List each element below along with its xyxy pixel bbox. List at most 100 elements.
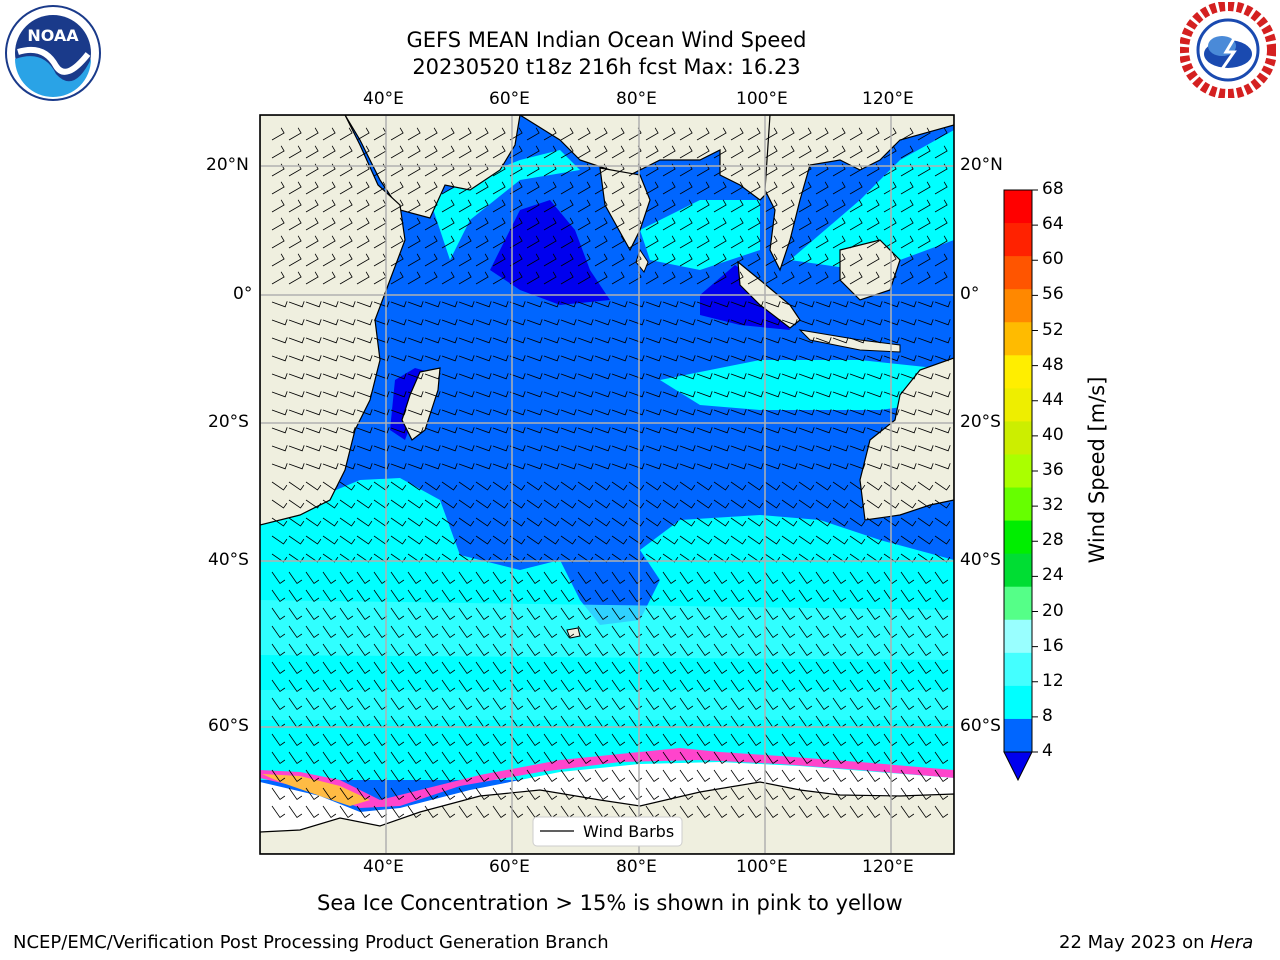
wind-barb	[356, 733, 371, 747]
wind-barb	[696, 769, 711, 783]
wind-barb	[390, 373, 407, 380]
wind-barb	[815, 319, 832, 326]
wind-barb	[849, 679, 864, 693]
wind-barb	[577, 181, 591, 195]
wind-barb	[900, 787, 915, 801]
wind-barb	[390, 481, 407, 491]
wind-barb	[475, 319, 492, 326]
wind-barb	[543, 145, 557, 159]
wind-barb	[764, 589, 779, 603]
wind-barb	[373, 445, 390, 452]
wind-barb	[305, 661, 320, 675]
wind-barb	[747, 355, 764, 362]
wind-barb	[305, 697, 320, 711]
wind-barb	[322, 127, 336, 141]
wind-zone-cyan-arabian	[430, 150, 580, 260]
wind-barb	[900, 553, 917, 563]
wind-barb	[730, 355, 747, 362]
wind-barb	[900, 679, 915, 693]
wind-barb	[628, 571, 643, 585]
wind-barb	[339, 337, 356, 344]
wind-barb	[934, 805, 949, 819]
wind-barb	[356, 517, 373, 527]
wind-barb	[492, 589, 507, 603]
wind-barb	[866, 679, 881, 693]
wind-barb	[305, 751, 320, 765]
wind-barb	[424, 445, 441, 452]
wind-barb	[934, 271, 948, 285]
wind-barb	[475, 517, 492, 527]
wind-barb	[560, 643, 575, 657]
wind-barb	[679, 301, 696, 308]
wind-barb	[713, 697, 728, 711]
wind-barb	[271, 499, 288, 509]
wind-barb	[322, 235, 336, 249]
wind-barb	[271, 445, 288, 452]
wind-barb	[509, 553, 526, 563]
wind-barb	[679, 337, 696, 344]
wind-barb	[900, 643, 915, 657]
wind-barb	[662, 661, 677, 675]
wind-barb	[866, 409, 883, 416]
wind-barb	[764, 643, 779, 657]
wind-barb	[764, 661, 779, 675]
wind-barb	[679, 625, 694, 639]
wind-barb	[900, 535, 917, 545]
wind-barb	[713, 535, 730, 545]
wind-barb	[662, 499, 679, 509]
wind-barb	[917, 337, 934, 344]
wind-barb	[424, 517, 441, 527]
wind-barb	[288, 571, 303, 585]
wind-barb	[832, 661, 847, 675]
wind-barb	[730, 769, 745, 783]
wind-barb	[917, 319, 934, 326]
wind-barb	[373, 391, 390, 398]
wind-barb	[543, 181, 557, 195]
wind-barb	[798, 373, 815, 380]
wind-barb	[849, 499, 866, 509]
wind-barb	[781, 571, 796, 585]
wind-barb	[713, 271, 727, 285]
wind-barb	[645, 355, 662, 362]
wind-barb	[441, 679, 456, 693]
wind-barb	[356, 373, 373, 380]
wind-barb	[883, 199, 897, 213]
wind-barb	[662, 733, 677, 747]
wind-barb	[543, 373, 560, 380]
wind-barb	[543, 391, 560, 398]
wind-barb	[271, 373, 288, 380]
wind-barb	[594, 319, 611, 326]
wind-barb	[475, 805, 490, 819]
wind-barb	[288, 625, 303, 639]
wind-barb	[781, 679, 796, 693]
wind-barb	[373, 301, 390, 308]
wind-barb	[747, 589, 762, 603]
wind-barb	[730, 571, 745, 585]
wind-barb	[271, 643, 286, 657]
wind-barb	[917, 445, 934, 452]
wind-barb	[356, 535, 373, 545]
wind-barb	[781, 517, 798, 527]
wind-barb	[458, 391, 475, 398]
wind-barb	[543, 571, 558, 585]
wind-barb	[407, 271, 421, 285]
wind-barb	[509, 181, 523, 195]
wind-barb	[577, 409, 594, 416]
wind-barb	[543, 697, 558, 711]
wind-barb	[611, 517, 628, 527]
wind-barb	[560, 271, 574, 285]
wind-barb	[713, 181, 727, 195]
wind-barb	[288, 697, 303, 711]
wind-barb	[390, 445, 407, 452]
wind-barb	[645, 535, 662, 545]
wind-barb	[492, 355, 509, 362]
wind-barb	[407, 697, 422, 711]
wind-barb	[798, 463, 815, 470]
wind-barb	[798, 643, 813, 657]
wind-barb	[798, 337, 815, 344]
wind-barb	[934, 571, 949, 585]
wind-barb	[866, 571, 881, 585]
wind-barb	[611, 391, 628, 398]
wind-barb	[798, 235, 812, 249]
wind-barb	[798, 355, 815, 362]
